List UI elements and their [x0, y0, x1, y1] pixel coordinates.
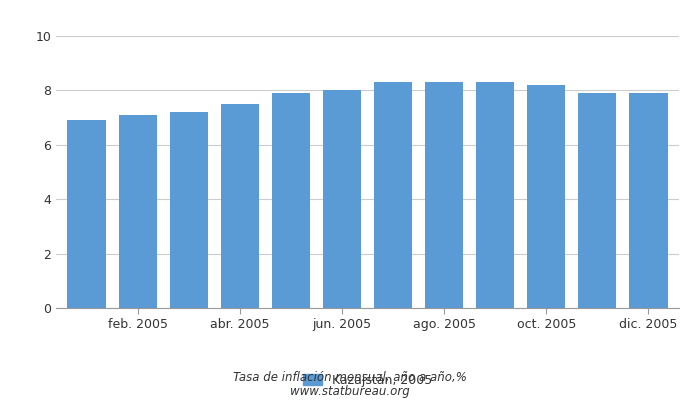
Bar — [578, 93, 617, 308]
Bar — [323, 90, 361, 308]
Bar — [425, 82, 463, 308]
Text: www.statbureau.org: www.statbureau.org — [290, 385, 410, 398]
Bar — [169, 112, 208, 308]
Text: Tasa de inflación mensual, año a año,%: Tasa de inflación mensual, año a año,% — [233, 372, 467, 384]
Bar — [118, 115, 157, 308]
Bar — [272, 93, 310, 308]
Bar — [527, 85, 566, 308]
Bar — [476, 82, 514, 308]
Bar — [629, 93, 668, 308]
Bar — [220, 104, 259, 308]
Legend: Kazajstán, 2005: Kazajstán, 2005 — [298, 369, 437, 392]
Bar — [374, 82, 412, 308]
Bar — [67, 120, 106, 308]
